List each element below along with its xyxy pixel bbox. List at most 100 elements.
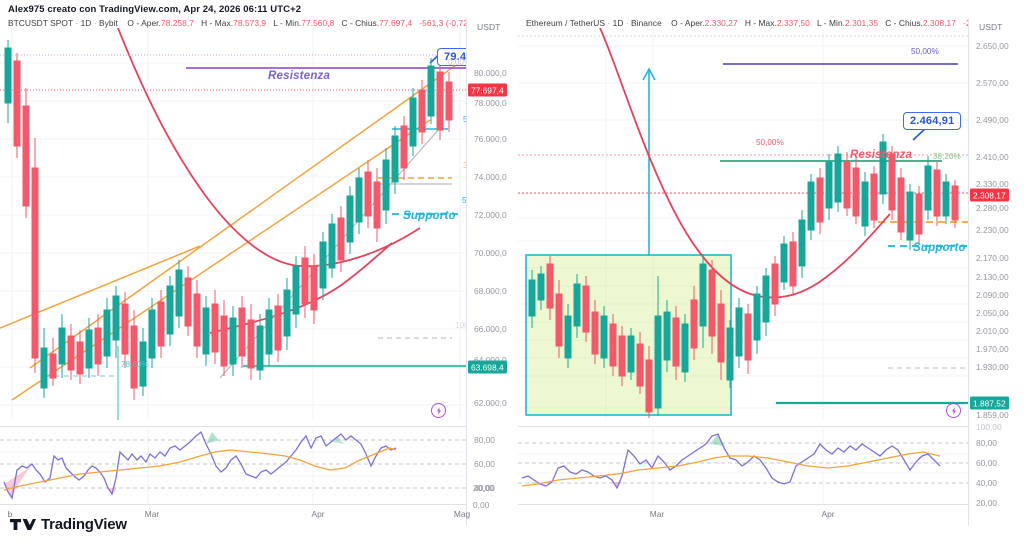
- legend-interval[interactable]: 1D: [612, 18, 624, 28]
- legend-exchange[interactable]: Bybit: [99, 18, 118, 28]
- legend-open-label: O - Aper.: [671, 18, 705, 28]
- rsi-grid: [518, 426, 968, 504]
- time-tick: Mag: [453, 509, 471, 519]
- rsi-tick: 40,00: [474, 483, 495, 493]
- legend-open-value: 78.258,7: [160, 18, 194, 28]
- support-price-label-left: 63.698,4: [468, 360, 507, 374]
- price-plot-svg-btcusdt: [0, 28, 466, 420]
- price-tick: 2.130,00: [976, 272, 1009, 282]
- price-tick: 76.000,0: [474, 134, 507, 144]
- time-tick: Mar: [649, 509, 665, 519]
- fib-label-0-left: 0,00%: [448, 58, 472, 67]
- lightning-bolt-glyph: [951, 407, 956, 414]
- moving-average-red: [599, 28, 891, 299]
- price-tick: 2.570,00: [976, 78, 1009, 88]
- time-tick: b: [7, 509, 13, 519]
- rsi-tick-100: 100,00: [976, 422, 1002, 432]
- moving-average-red-2: [209, 242, 393, 334]
- price-tick: 1.859,00: [976, 410, 1009, 420]
- bolt-badge-icon-right[interactable]: [946, 403, 961, 418]
- legend-high-label: H - Max.: [201, 18, 234, 28]
- time-tick: Apr: [311, 509, 325, 519]
- rsi-line: [3, 430, 397, 500]
- time-tick: Apr: [821, 509, 835, 519]
- legend-low-label: L - Min.: [817, 18, 846, 28]
- legend-open-value: 2.330,27: [704, 18, 738, 28]
- chart-pane-ethusdt[interactable]: Ethereum / TetherUS · 1D · Binance O - A…: [518, 18, 1024, 526]
- fib-label-786-left: 78,60%: [121, 360, 149, 369]
- grid-vertical: [11, 28, 461, 420]
- fib-label-50-top-right: 50,00%: [911, 47, 939, 56]
- rsi-oversold-fill: [4, 466, 32, 498]
- price-scale-ethusdt[interactable]: USDT 2.650,00 2.570,00 2.490,00 2.410,00…: [968, 18, 1024, 526]
- legend-high-value: 78.573,9: [233, 18, 267, 28]
- last-price-label-left: 77.697,4: [468, 83, 507, 97]
- time-tick: Mar: [144, 509, 160, 519]
- support-price-label-right: 1.887,52: [970, 396, 1009, 410]
- price-tick: 72.000,0: [474, 210, 507, 220]
- price-tick: 2.280,00: [976, 203, 1009, 213]
- legend-change: -561,3 (-0,72%): [419, 18, 479, 28]
- annotation-resistance-right: Resistenza: [850, 149, 913, 161]
- lightning-bolt-glyph: [436, 407, 441, 414]
- bolt-badge-icon-left[interactable]: [431, 403, 446, 418]
- legend-low-value: 77.560,8: [301, 18, 335, 28]
- legend-close-label: C - Chius.: [341, 18, 380, 28]
- price-tick: 2.090,00: [976, 290, 1009, 300]
- time-scale-btcusdt[interactable]: b Mar Apr Mag: [0, 504, 470, 526]
- price-tick: 2.010,00: [976, 326, 1009, 336]
- rsi-plot-btcusdt[interactable]: [0, 426, 466, 504]
- legend-open-label: O - Aper.: [127, 18, 161, 28]
- price-tick: 74.000,0: [474, 172, 507, 182]
- rsi-line: [521, 433, 941, 490]
- legend-low-label: L - Min.: [273, 18, 302, 28]
- rsi-overbought-fill-2: [332, 436, 344, 444]
- legend-btcusdt[interactable]: BTCUSDT SPOT · 1D · Bybit O - Aper.78.25…: [8, 18, 479, 28]
- legend-symbol[interactable]: Ethereum / TetherUS: [526, 18, 605, 28]
- price-plot-btcusdt[interactable]: [0, 28, 466, 420]
- price-tick: 62.000,0: [474, 398, 507, 408]
- rsi-overbought-fill: [206, 432, 220, 444]
- legend-high-value: 2.337,50: [776, 18, 810, 28]
- rsi-level-lines: [0, 439, 466, 489]
- price-tick: 2.410,00: [976, 152, 1009, 162]
- tradingview-wordmark: TradingView: [41, 516, 127, 533]
- annotation-support-right: Supporto: [913, 242, 966, 254]
- tradingview-logo: TradingView: [10, 516, 127, 533]
- callout-high-right[interactable]: 2.464,91: [903, 112, 962, 130]
- price-tick: 68.000,0: [474, 286, 507, 296]
- legend-ethusdt[interactable]: Ethereum / TetherUS · 1D · Binance O - A…: [526, 18, 1022, 28]
- attribution-text: Alex975 creato con TradingView.com, Apr …: [8, 4, 302, 15]
- fib-label-382-right: 38,20%: [933, 152, 961, 161]
- price-tick: 2.050,00: [976, 308, 1009, 318]
- time-scale-ethusdt[interactable]: Mar Apr: [518, 504, 968, 526]
- grid-horizontal: [518, 45, 968, 409]
- legend-exchange[interactable]: Binance: [631, 18, 662, 28]
- rsi-tick: 80,00: [474, 435, 495, 445]
- rsi-grid: [0, 426, 466, 504]
- up-arrow-annotation: [642, 67, 656, 255]
- price-tick: 2.490,00: [976, 115, 1009, 125]
- price-plot-svg-ethusdt: [518, 28, 968, 420]
- chart-pane-btcusdt[interactable]: BTCUSDT SPOT · 1D · Bybit O - Aper.78.25…: [0, 18, 518, 526]
- last-price-label-right: 2.308,17: [970, 188, 1009, 202]
- price-scale-unit-left: USDT: [477, 22, 501, 32]
- legend-close-value: 2.308,17: [922, 18, 956, 28]
- rsi-tick-80: 80,00: [976, 438, 997, 448]
- price-tick: 80.000,0: [474, 68, 507, 78]
- rsi-ma-line: [3, 447, 397, 491]
- price-tick: 2.650,00: [976, 41, 1009, 51]
- price-plot-ethusdt[interactable]: [518, 28, 968, 420]
- annotation-support-left: Supporto: [403, 210, 456, 222]
- legend-interval[interactable]: 1D: [80, 18, 92, 28]
- rsi-tick-40: 40,00: [976, 478, 997, 488]
- rsi-plot-svg-ethusdt: [518, 426, 968, 504]
- callout-leader-line: [912, 127, 927, 141]
- rsi-oversold-fill-2: [108, 488, 116, 494]
- legend-close-value: 77.697,4: [379, 18, 413, 28]
- rsi-plot-ethusdt[interactable]: [518, 426, 968, 504]
- price-tick: 64.000,0: [474, 355, 507, 365]
- price-scale-btcusdt[interactable]: USDT 80.000,0 78.000,0 76.000,0 74.000,0…: [466, 18, 518, 526]
- legend-symbol[interactable]: BTCUSDT SPOT: [8, 18, 73, 28]
